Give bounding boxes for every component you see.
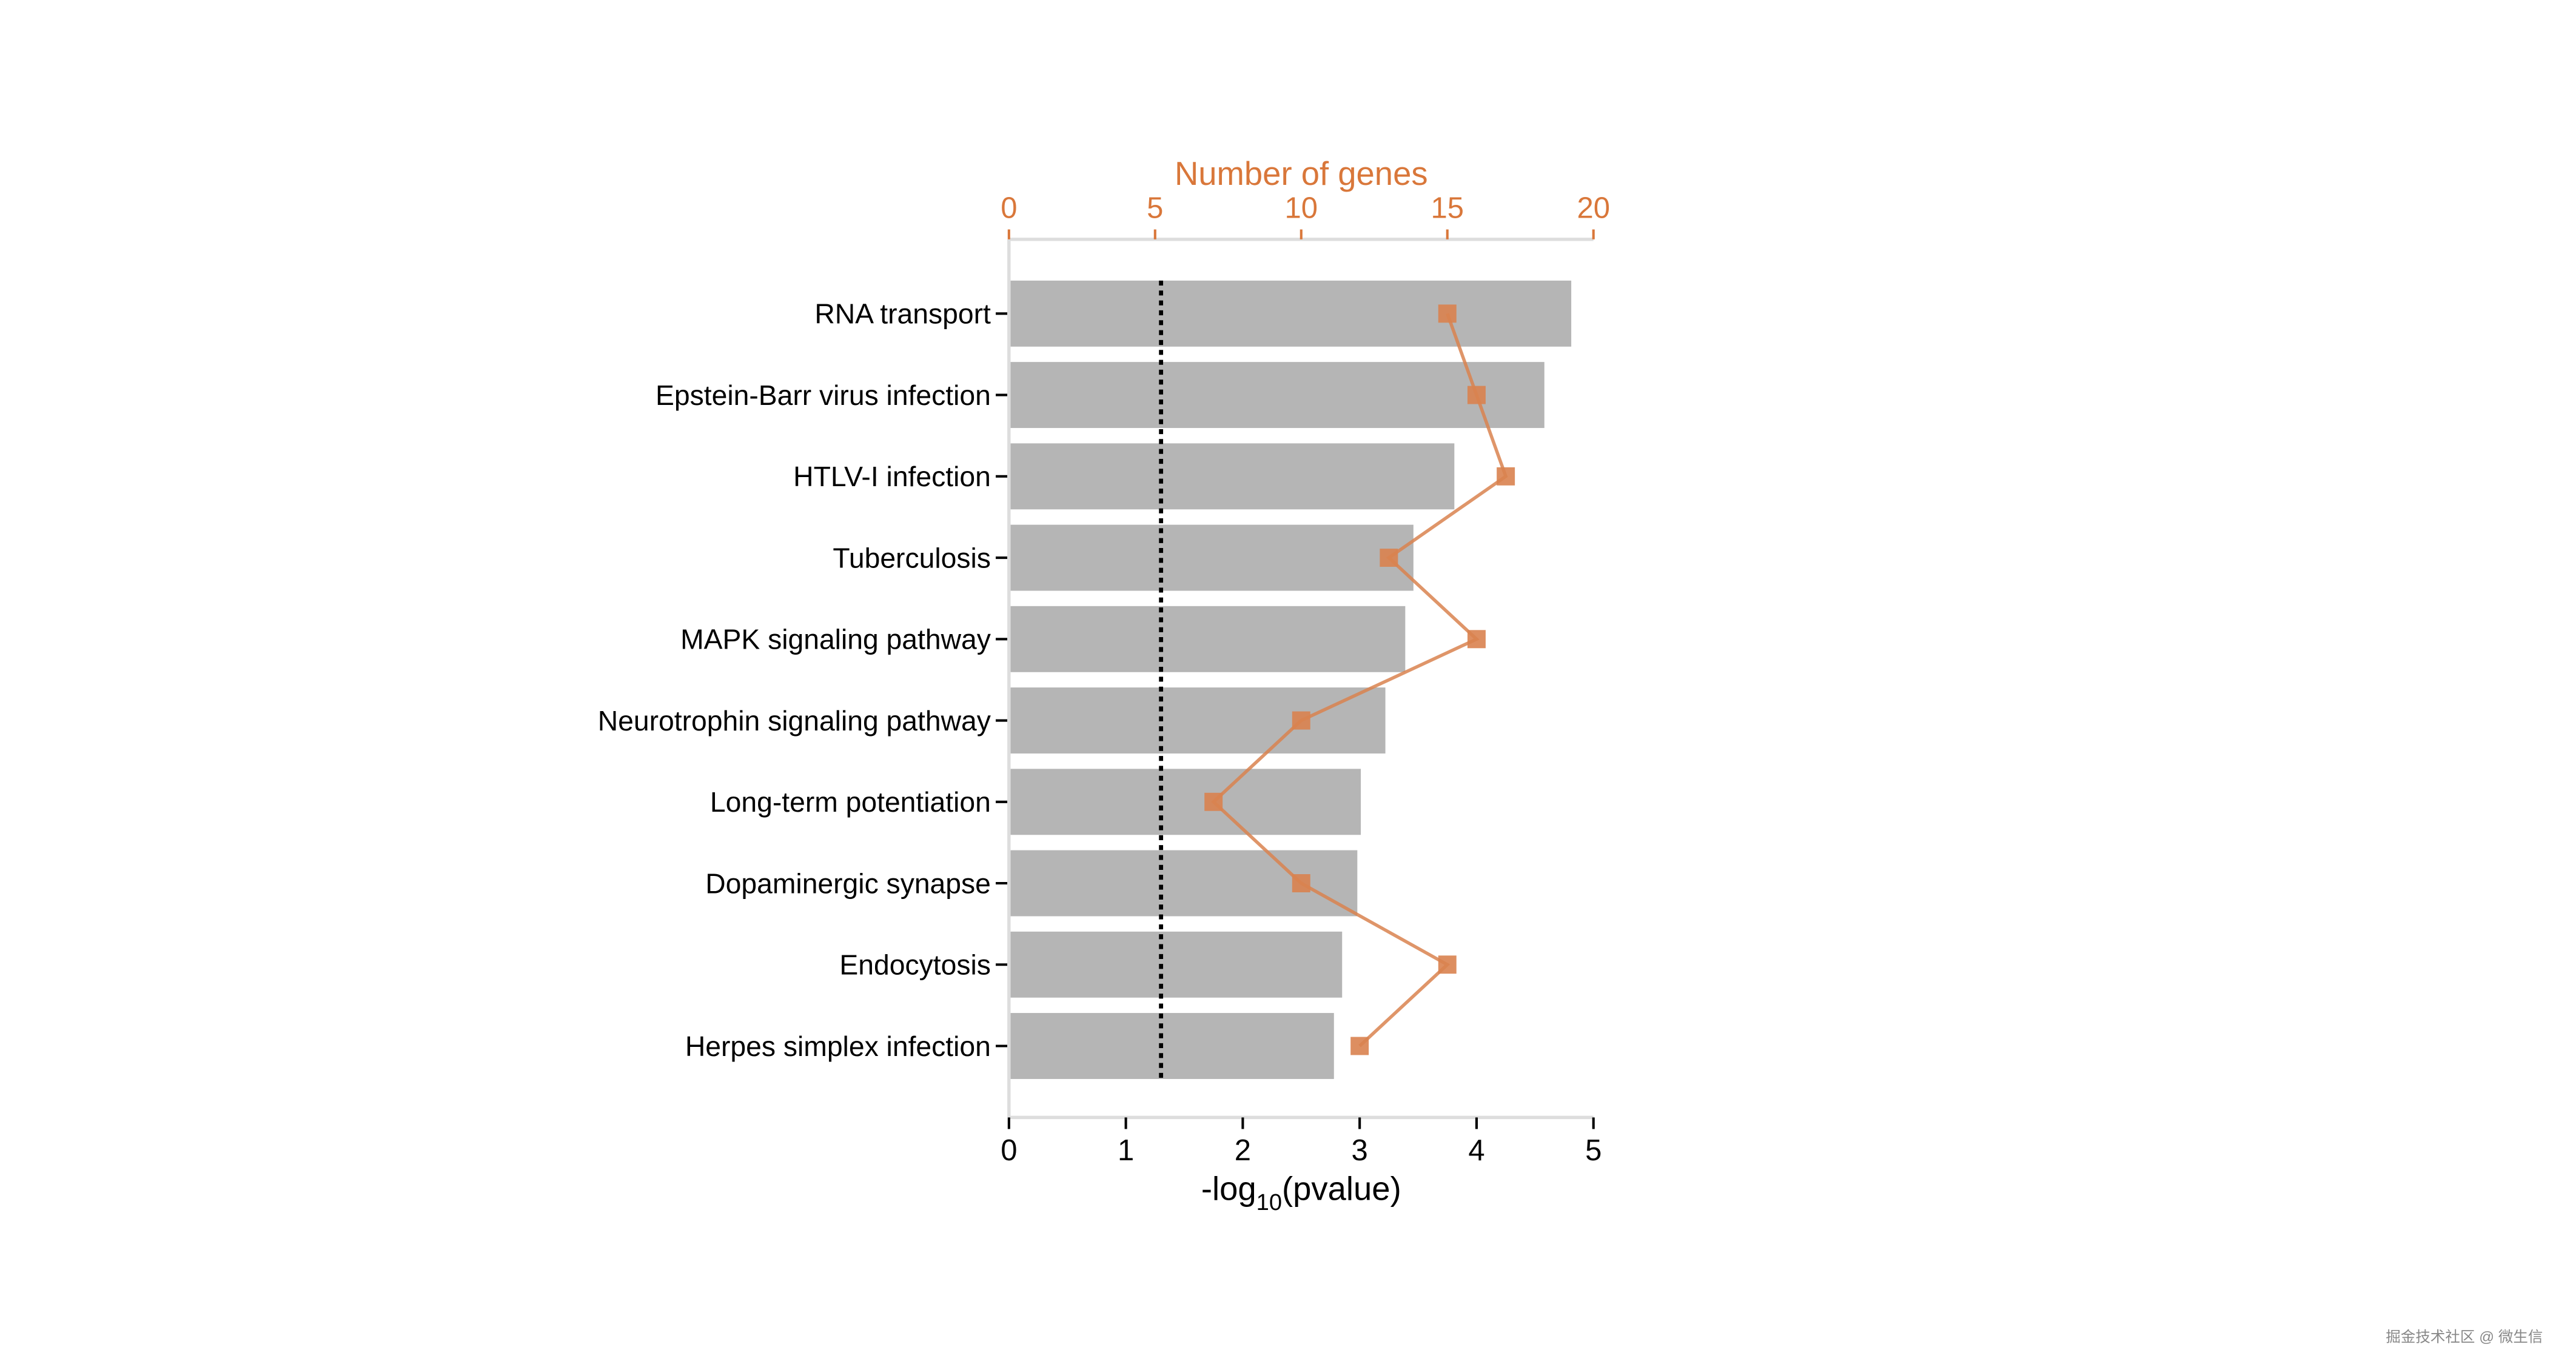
gene-count-marker bbox=[1380, 549, 1398, 567]
bar bbox=[1010, 687, 1386, 754]
axes: RNA transport Epstein-Barr virus infectio… bbox=[598, 192, 1610, 1167]
top-x-tick-label: 5 bbox=[1147, 192, 1163, 224]
x-tick-label: 5 bbox=[1585, 1134, 1602, 1167]
top-x-tick-label: 20 bbox=[1577, 192, 1610, 224]
category-label: Epstein-Barr virus infection bbox=[656, 379, 991, 411]
category-label: MAPK signaling pathway bbox=[680, 624, 991, 655]
bar bbox=[1010, 443, 1455, 510]
top-x-tick-label: 10 bbox=[1285, 192, 1318, 224]
gene-count-marker bbox=[1204, 792, 1223, 811]
gene-count-marker bbox=[1467, 386, 1486, 404]
gene-count-marker bbox=[1292, 874, 1310, 892]
bar bbox=[1010, 931, 1343, 998]
category-label: RNA transport bbox=[814, 298, 991, 330]
category-label: Dopaminergic synapse bbox=[705, 867, 991, 899]
bar bbox=[1010, 362, 1545, 429]
x-tick-label: 4 bbox=[1468, 1134, 1484, 1167]
x-tick-label: 0 bbox=[1001, 1134, 1017, 1167]
bar bbox=[1010, 1013, 1334, 1079]
gene-count-marker bbox=[1497, 467, 1515, 486]
gene-count-marker bbox=[1438, 955, 1457, 974]
top-axis-title: Number of genes bbox=[1175, 155, 1428, 192]
gene-count-marker bbox=[1467, 630, 1486, 649]
category-label: Endocytosis bbox=[839, 949, 990, 981]
top-x-tick-label: 15 bbox=[1431, 192, 1464, 224]
category-label: Tuberculosis bbox=[833, 542, 991, 573]
category-label: Neurotrophin signaling pathway bbox=[598, 705, 991, 737]
gene-count-line bbox=[1204, 304, 1515, 1055]
x-axis-title-rest: (pvalue) bbox=[1282, 1171, 1401, 1208]
gene-count-marker bbox=[1438, 304, 1457, 323]
x-axis-title-main: -log bbox=[1201, 1171, 1256, 1208]
category-label: Herpes simplex infection bbox=[685, 1031, 991, 1062]
gene-count-marker bbox=[1350, 1037, 1369, 1055]
x-tick-label: 3 bbox=[1352, 1134, 1368, 1167]
x-tick-label: 2 bbox=[1235, 1134, 1251, 1167]
x-axis-title: -log10(pvalue) bbox=[1201, 1171, 1401, 1215]
x-tick-label: 1 bbox=[1118, 1134, 1134, 1167]
top-x-tick-label: 0 bbox=[1001, 192, 1017, 224]
gene-count-polyline bbox=[1211, 313, 1508, 1048]
watermark: 掘金技术社区 @ 微生信 bbox=[2386, 1329, 2543, 1346]
x-axis-title-sub: 10 bbox=[1256, 1189, 1282, 1215]
bar bbox=[1010, 524, 1414, 591]
bars bbox=[1010, 280, 1572, 1079]
bar bbox=[1010, 769, 1361, 835]
gene-count-marker bbox=[1292, 711, 1310, 730]
category-label: Long-term potentiation bbox=[710, 786, 991, 818]
category-label: HTLV-I infection bbox=[793, 461, 991, 492]
bar bbox=[1010, 280, 1572, 347]
bar bbox=[1010, 606, 1406, 672]
